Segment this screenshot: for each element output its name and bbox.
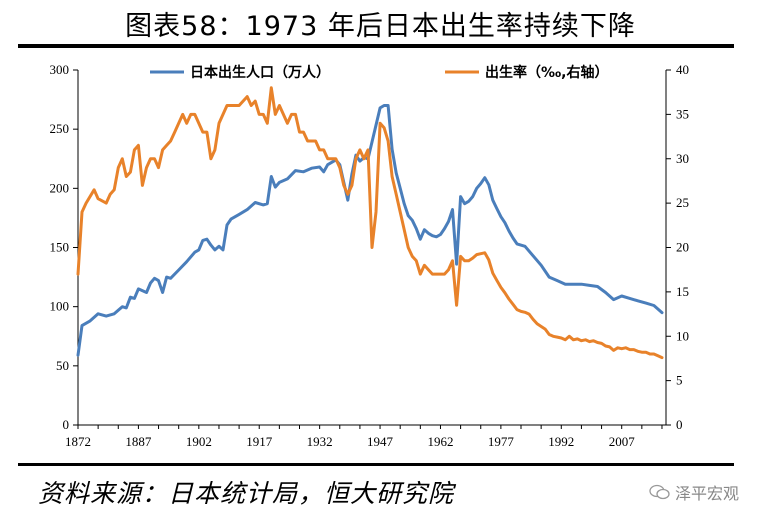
source-divider — [18, 463, 734, 466]
y-right-tick-label: 30 — [676, 151, 689, 166]
legend-label: 日本出生人口（万人） — [190, 64, 330, 81]
y-left-tick-label: 50 — [56, 358, 69, 373]
legend: 日本出生人口（万人） 出生率（‰,右轴） — [150, 64, 608, 81]
title-divider — [18, 44, 734, 48]
x-tick-label: 1872 — [65, 434, 91, 449]
series-line-birth-rate — [76, 86, 664, 360]
y-right-tick-label: 5 — [676, 373, 683, 388]
chart-title: 图表58：1973 年后日本出生率持续下降 — [125, 11, 636, 42]
y-left-tick-label: 100 — [50, 299, 70, 314]
y-right-tick-label: 0 — [676, 417, 683, 432]
x-tick-label: 1962 — [427, 434, 453, 449]
x-tick-label: 2007 — [609, 434, 636, 449]
y-right-tick-label: 15 — [676, 284, 689, 299]
y-right-tick-label: 10 — [676, 328, 689, 343]
x-tick-label: 1887 — [125, 434, 152, 449]
x-tick-label: 1947 — [367, 434, 394, 449]
x-tick-label: 1977 — [488, 434, 515, 449]
y-left-tick-label: 150 — [50, 240, 70, 255]
y-left-tick-label: 250 — [50, 121, 70, 136]
x-tick-label: 1932 — [307, 434, 333, 449]
y-right-tick-label: 35 — [676, 106, 689, 121]
chart-axes: 0 50 100 150 200 250 300 0 5 10 15 20 25 30 35 40 1872 18… — [50, 62, 690, 449]
x-tick-label: 1917 — [246, 434, 273, 449]
y-right-tick-label: 20 — [676, 240, 689, 255]
y-right-tick-label: 40 — [676, 62, 689, 77]
x-tick-label: 1902 — [186, 434, 212, 449]
source-note: 资料来源：日本统计局，恒大研究院 — [38, 479, 455, 508]
wechat-icon — [649, 484, 670, 500]
chart-series — [76, 86, 664, 360]
watermark-text: 泽平宏观 — [674, 484, 739, 503]
watermark: 泽平宏观 — [649, 480, 739, 504]
y-left-tick-label: 300 — [50, 62, 70, 77]
y-left-tick-label: 0 — [63, 417, 70, 432]
x-tick-label: 1992 — [548, 434, 574, 449]
y-right-tick-label: 25 — [676, 195, 689, 210]
y-left-tick-label: 200 — [50, 180, 70, 195]
legend-label: 出生率（‰,右轴） — [485, 64, 608, 81]
